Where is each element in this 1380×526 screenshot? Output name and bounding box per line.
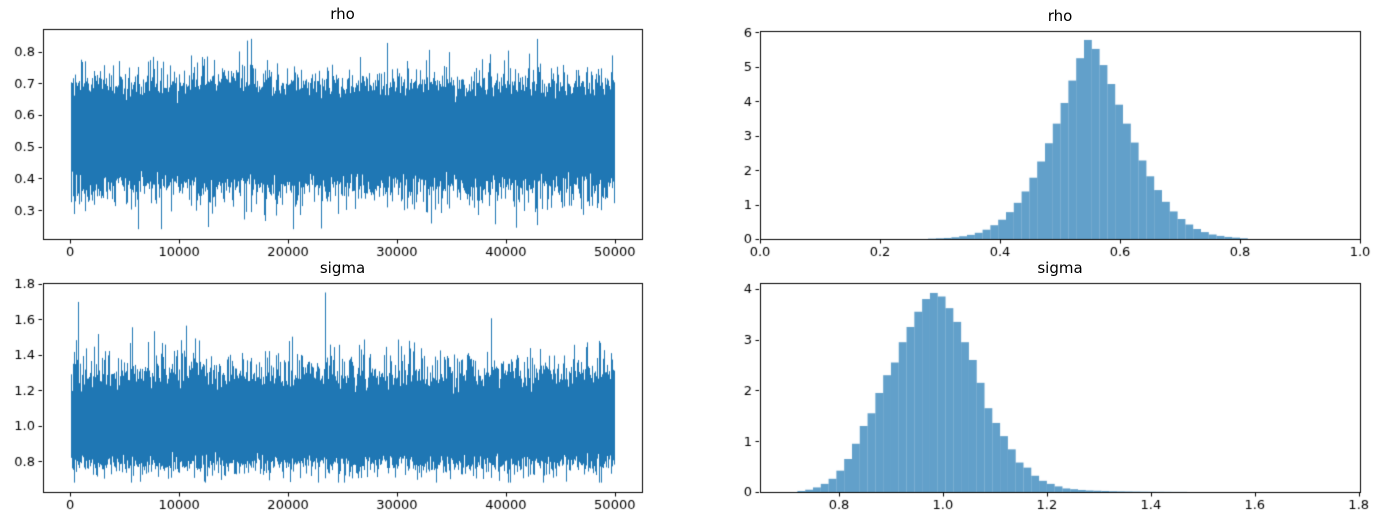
plot-title-rho-hist: rho (1047, 7, 1073, 25)
plot-title-rho-trace: rho (330, 5, 355, 23)
plot-title-sigma-hist: sigma (1037, 259, 1083, 277)
plot-title-sigma-trace: sigma (319, 259, 366, 277)
